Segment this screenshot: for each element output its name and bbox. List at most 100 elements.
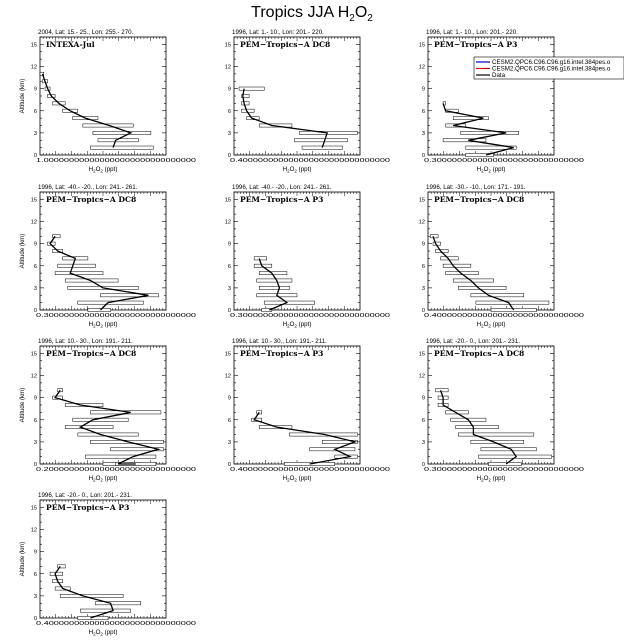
range-bar <box>475 300 550 305</box>
range-bar <box>57 564 66 569</box>
range-bar <box>54 271 104 275</box>
title-sub: 2 <box>349 13 355 25</box>
legend-entry: Data <box>492 72 506 79</box>
y-tick-label: 9 <box>34 242 37 248</box>
y-tick-label: 3 <box>34 286 37 292</box>
x-tick-label: 0.300000000000000000000000000000 <box>36 313 196 319</box>
y-axis-label: Altitude (km) <box>19 388 26 423</box>
x-tick-label: 1.000000000000000000000000000000 <box>36 158 196 164</box>
y-tick-label: 0 <box>422 462 425 468</box>
y-tick-label: 6 <box>34 109 37 115</box>
series-line-data <box>258 258 289 311</box>
y-tick-label: 3 <box>34 440 37 446</box>
panel-title: 1996, Lat: -40.- -20., Lon: 241.- 261. <box>232 184 332 191</box>
range-bar <box>457 286 507 290</box>
range-bar <box>92 131 152 135</box>
y-tick-label: 12 <box>31 528 37 534</box>
y-tick-label: 0 <box>34 616 37 622</box>
x-axis-label: H2O2 (ppt) <box>477 475 506 483</box>
x-axis-label: H2O2 (ppt) <box>477 321 506 329</box>
range-bar <box>238 86 265 91</box>
x-tick-label: 0.300000000000000000000000000000 <box>424 467 584 473</box>
range-bar <box>253 256 268 261</box>
y-tick-label: 15 <box>31 42 37 48</box>
y-tick-label: 3 <box>422 286 425 292</box>
plot-frame <box>233 191 361 311</box>
range-bar <box>110 447 164 452</box>
range-bar <box>256 410 262 415</box>
range-bar <box>460 131 519 135</box>
y-tick-label: 12 <box>225 65 231 71</box>
y-tick-label: 15 <box>31 351 37 357</box>
series-line-data <box>442 103 514 156</box>
y-tick-label: 6 <box>422 109 425 115</box>
panel-title: 1996, Lat: 1.- 10., Lon: 201.- 220. <box>426 29 518 36</box>
range-bar <box>87 308 111 312</box>
campaign-label: PEM−Tropics−A DC8 <box>434 349 524 358</box>
y-tick-label: 12 <box>419 374 425 380</box>
range-bar <box>80 608 131 613</box>
range-bar <box>241 101 250 106</box>
panel-5: 1996, Lat: -40.- -20., Lon: 241.- 261. 0 3… <box>225 184 390 329</box>
range-bar <box>77 616 109 620</box>
y-tick-label: 6 <box>422 264 425 270</box>
y-tick-label: 9 <box>34 396 37 402</box>
y-tick-label: 12 <box>225 220 231 226</box>
range-bar <box>52 395 63 400</box>
y-tick-label: 6 <box>228 418 231 424</box>
campaign-label: PEM−Tropics−A DC8 <box>46 195 136 204</box>
title-text: Tropics JJA H <box>251 4 350 21</box>
y-tick-label: 9 <box>34 550 37 556</box>
campaign-label: PEM−Tropics−A P3 <box>46 503 129 512</box>
legend-entry: CESM2.QPC6.C96.C96.g16.intel.384pes.o <box>492 59 611 66</box>
x-tick-label: 0.300000000000000000000000000000 <box>424 158 584 164</box>
panel-title: 1996, Lat: -30.- -10., Lon: 171.- 191. <box>426 184 526 191</box>
panel-10: 1996, Lat: -20.- 0., Lon: 201.- 231. 0 3 6 9… <box>19 492 196 637</box>
y-tick-label: 9 <box>228 396 231 402</box>
legend-entry: CESM2.QPC6.C96.C96.g16.intel.384pes.o <box>492 66 611 73</box>
y-tick-label: 12 <box>225 374 231 380</box>
y-tick-label: 9 <box>422 87 425 93</box>
y-tick-label: 0 <box>228 308 231 314</box>
series-line-data <box>41 73 133 148</box>
plot-frame <box>233 36 361 156</box>
range-bar <box>57 263 96 268</box>
title-tail: O <box>354 4 368 21</box>
range-bar <box>445 410 469 415</box>
x-tick-label: 0.300000000000000000000000000000 <box>230 313 390 319</box>
y-axis-label: Altitude (km) <box>19 79 26 114</box>
range-bar <box>263 300 315 305</box>
series-line-data <box>432 236 515 311</box>
y-tick-label: 0 <box>422 153 425 159</box>
x-tick-label: 0.400000000000000000000000000000 <box>36 621 196 627</box>
y-tick-label: 6 <box>422 418 425 424</box>
range-bar <box>488 462 522 466</box>
y-tick-label: 6 <box>34 264 37 270</box>
y-axis-label: Altitude (km) <box>19 542 26 577</box>
y-tick-label: 12 <box>31 65 37 71</box>
x-tick-label: 0.400000000000000000000000000000 <box>424 313 584 319</box>
series-line-data <box>54 389 161 465</box>
panel-title: 1996, Lat: -20.- 0., Lon: 201.- 231. <box>38 492 132 499</box>
range-bar <box>251 417 262 422</box>
y-tick-label: 3 <box>422 131 425 137</box>
x-tick-label: 0.400000000000000000000000000000 <box>230 467 390 473</box>
panel-9: 1996, Lat: -20.- 0., Lon: 201.- 231. 0 3 6 9… <box>419 338 584 483</box>
x-axis-label: H2O2 (ppt) <box>89 166 118 174</box>
y-tick-label: 15 <box>225 351 231 357</box>
y-tick-label: 15 <box>31 505 37 511</box>
campaign-label: PEM−Tropics−A DC8 <box>46 349 136 358</box>
panel-title: 1996, Lat: -20.- 0., Lon: 201.- 231. <box>426 338 520 345</box>
range-bar <box>256 278 293 283</box>
x-axis-label: H2O2 (ppt) <box>89 321 118 329</box>
plot-frame <box>39 36 167 156</box>
range-bar <box>241 94 250 98</box>
range-bar <box>455 425 499 429</box>
x-axis-label: H2O2 (ppt) <box>89 629 118 637</box>
y-axis-label: Altitude (km) <box>19 234 26 269</box>
range-bar <box>39 72 45 76</box>
y-tick-label: 0 <box>34 153 37 159</box>
y-tick-label: 9 <box>228 87 231 93</box>
range-bar <box>59 594 124 598</box>
